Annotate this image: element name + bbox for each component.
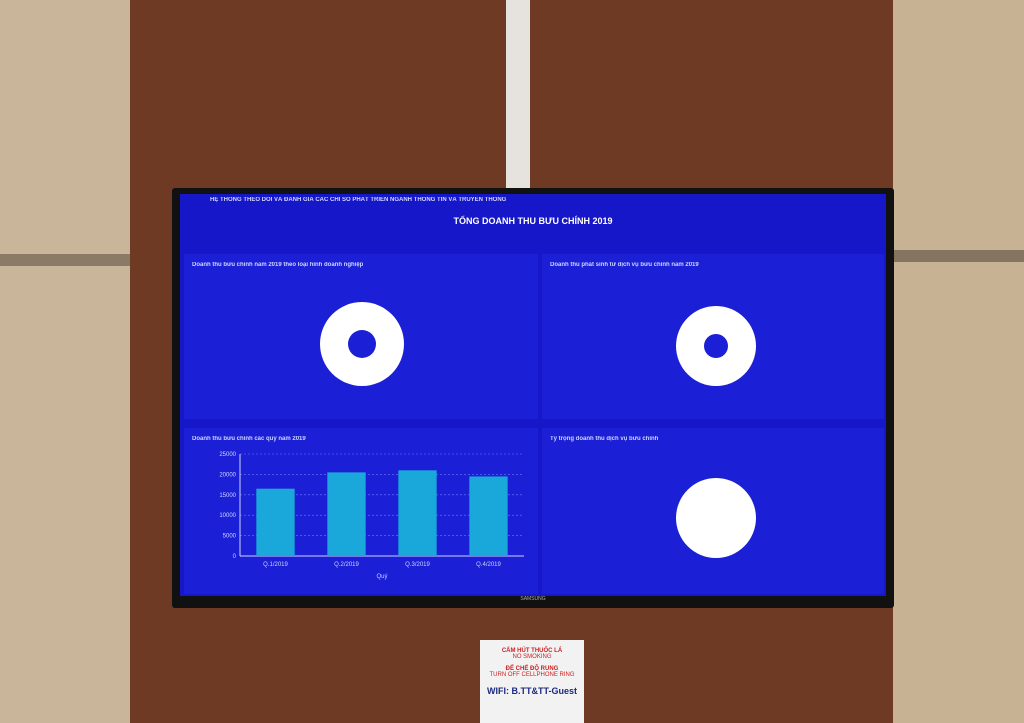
screen: HỆ THỐNG THEO DÕI VÀ ĐÁNH GIÁ CÁC CHỈ SỐ… — [180, 194, 886, 596]
panel: Doanh thu bưu chính các quý năm 2019 0 50… — [184, 428, 538, 594]
x-axis-label: Quý — [376, 574, 387, 580]
panel: Doanh thu bưu chính năm 2019 theo loại h… — [184, 254, 538, 419]
right-wall — [893, 0, 1024, 723]
panel-title: Doanh thu bưu chính năm 2019 theo loại h… — [192, 262, 364, 268]
bar — [469, 476, 508, 556]
sign-text: CẤM HÚT THUỐC LÁ — [501, 648, 563, 654]
bar — [256, 488, 295, 556]
trim — [0, 254, 130, 266]
left-wall — [0, 0, 130, 723]
x-tick-label: Q.4/2019 — [476, 562, 501, 568]
donut — [676, 306, 756, 386]
donut — [320, 302, 404, 386]
pillar — [506, 0, 530, 190]
sign-text: TURN OFF CELLPHONE RING — [489, 672, 575, 678]
y-tick-label: 0 — [233, 554, 237, 560]
panel-title: Tỷ trọng doanh thu dịch vụ bưu chính — [550, 436, 659, 442]
sign: CẤM HÚT THUỐC LÁ NO SMOKING ĐỂ CHẾ ĐỘ RU… — [480, 640, 584, 723]
pie — [676, 478, 756, 558]
tv: HỆ THỐNG THEO DÕI VÀ ĐÁNH GIÁ CÁC CHỈ SỐ… — [172, 188, 894, 608]
trim — [893, 250, 1024, 262]
sign-text: WIFI: B.TT&TT-Guest — [487, 686, 577, 696]
bar — [398, 470, 437, 556]
sign-text: ĐỂ CHẾ ĐỘ RUNG — [505, 666, 559, 672]
y-tick-label: 25000 — [219, 452, 236, 458]
panel-title: Doanh thu phát sinh từ dịch vụ bưu chính… — [550, 262, 699, 268]
y-tick-label: 10000 — [219, 513, 236, 519]
bar-chart: 0 5000 10000 15000 20000 25000 Q.1/2019 Q.2/201… — [219, 452, 524, 580]
title: TỔNG DOANH THU BƯU CHÍNH 2019 — [453, 216, 613, 226]
x-tick-label: Q.2/2019 — [334, 562, 359, 568]
y-tick-label: 20000 — [219, 472, 236, 478]
y-tick-label: 15000 — [219, 493, 236, 499]
sign-text: NO SMOKING — [512, 654, 552, 660]
bar — [327, 472, 366, 556]
donut-hole — [348, 330, 376, 358]
y-tick-label: 5000 — [223, 534, 237, 540]
x-tick-label: Q.1/2019 — [263, 562, 288, 568]
panel: Doanh thu phát sinh từ dịch vụ bưu chính… — [542, 254, 884, 419]
panel: Tỷ trọng doanh thu dịch vụ bưu chính — [542, 428, 884, 594]
brand: SAMSUNG — [520, 596, 546, 602]
x-tick-label: Q.3/2019 — [405, 562, 430, 568]
header: HỆ THỐNG THEO DÕI VÀ ĐÁNH GIÁ CÁC CHỈ SỐ… — [210, 197, 507, 203]
donut-hole — [704, 334, 728, 358]
panel-title: Doanh thu bưu chính các quý năm 2019 — [192, 436, 306, 442]
